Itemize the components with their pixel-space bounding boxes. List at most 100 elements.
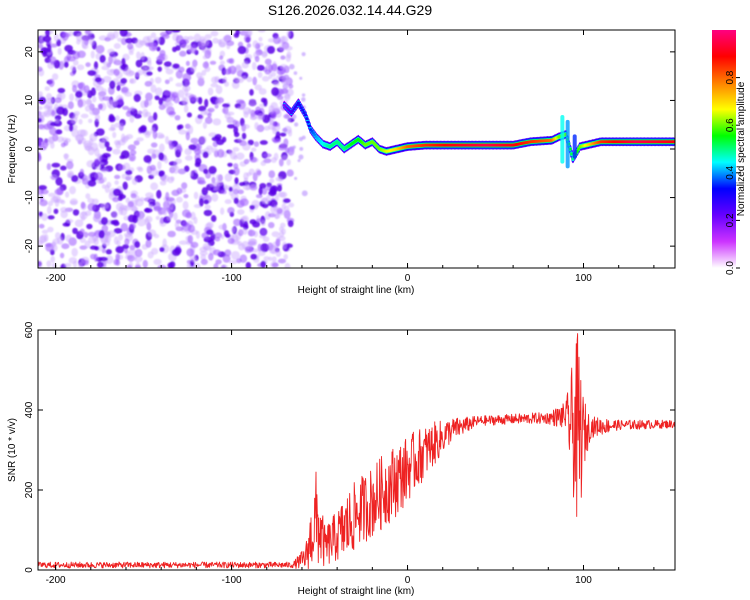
noise-blob: [263, 256, 270, 261]
noise-blob: [158, 134, 166, 139]
noise-blob: [81, 40, 88, 49]
noise-blob: [87, 197, 95, 204]
noise-blob: [190, 257, 198, 263]
noise-blob: [282, 241, 288, 250]
noise-blob: [142, 259, 148, 268]
noise-blob: [261, 50, 268, 59]
noise-blob: [53, 208, 59, 215]
noise-blob: [241, 75, 247, 81]
noise-blob: [106, 32, 116, 41]
noise-blob: [204, 204, 211, 210]
noise-blob: [59, 252, 65, 259]
noise-blob: [38, 111, 48, 117]
noise-blob: [148, 203, 153, 209]
noise-blob: [247, 108, 252, 114]
noise-blob: [224, 199, 232, 205]
noise-blob: [60, 165, 67, 171]
noise-blob: [176, 143, 182, 153]
noise-blob: [40, 234, 48, 243]
noise-blob: [157, 264, 167, 268]
noise-blob: [207, 87, 214, 96]
noise-blob: [226, 116, 234, 124]
noise-blob: [201, 69, 207, 76]
noise-blob: [98, 139, 107, 149]
noise-blob: [90, 142, 99, 152]
noise-blob: [271, 71, 277, 77]
noise-blob: [193, 216, 198, 225]
noise-blob: [177, 89, 185, 98]
noise-blob: [89, 133, 98, 142]
noise-blob: [222, 76, 228, 84]
noise-blob: [63, 61, 69, 68]
noise-blob: [102, 61, 110, 66]
noise-blob: [206, 221, 214, 229]
noise-blob: [38, 105, 43, 111]
noise-blob: [181, 96, 186, 105]
noise-blob: [71, 247, 78, 257]
noise-blob: [256, 218, 262, 223]
noise-blob: [114, 122, 121, 128]
noise-blob: [235, 64, 242, 71]
noise-blob: [113, 58, 121, 64]
noise-blob: [94, 77, 102, 83]
noise-blob: [95, 45, 105, 54]
noise-blob: [68, 31, 74, 37]
noise-blob: [57, 136, 64, 143]
noise-blob: [46, 260, 52, 267]
noise-blob: [264, 211, 271, 220]
noise-blob: [135, 39, 144, 48]
noise-blob: [200, 258, 208, 266]
noise-blob: [249, 99, 256, 107]
snr-x-tick-label: 100: [575, 575, 592, 586]
snr-y-axis: 0 200 400 600: [24, 321, 675, 573]
noise-blob: [249, 204, 256, 210]
noise-blob: [227, 207, 235, 214]
noise-blob: [239, 198, 249, 207]
noise-blob: [102, 96, 111, 101]
noise-blob: [156, 55, 165, 62]
noise-blob: [54, 97, 62, 104]
noise-blob: [134, 241, 141, 248]
noise-blob: [109, 80, 116, 90]
noise-blob: [96, 261, 104, 268]
noise-blob: [183, 104, 189, 113]
noise-blob: [259, 140, 268, 145]
noise-blob: [269, 186, 277, 195]
track-cell: [303, 113, 308, 117]
noise-blob: [121, 173, 128, 180]
noise-blob: [258, 88, 267, 95]
noise-blob: [147, 115, 155, 123]
noise-blob: [254, 55, 260, 63]
noise-blob: [70, 65, 77, 72]
noise-blob: [49, 43, 58, 48]
noise-blob: [148, 40, 154, 49]
noise-blob: [96, 128, 105, 136]
noise-blob: [199, 250, 208, 256]
noise-blob: [87, 70, 97, 76]
noise-blob: [268, 170, 276, 179]
noise-blob: [133, 140, 140, 146]
noise-blob: [178, 240, 188, 245]
noise-blob: [276, 95, 284, 100]
noise-blob: [172, 46, 177, 53]
noise-blob: [283, 198, 291, 203]
colorbar-tick-label: 0.4: [725, 165, 736, 179]
noise-blob: [119, 30, 128, 37]
snr-series-line: [38, 333, 675, 569]
noise-blob: [133, 93, 141, 103]
noise-blob: [210, 147, 219, 153]
noise-blob: [209, 182, 217, 188]
noise-blob: [120, 208, 128, 216]
noise-blob: [199, 197, 204, 207]
noise-blob: [99, 54, 106, 63]
noise-blob: [242, 142, 251, 151]
noise-blob: [146, 71, 153, 76]
noise-blob: [136, 51, 141, 60]
noise-blob: [237, 240, 243, 246]
track-cell: [569, 152, 574, 156]
spectrogram-y-tick-label: 20: [24, 46, 35, 58]
noise-blob: [134, 71, 140, 77]
noise-blob: [252, 40, 259, 49]
noise-blob: [258, 36, 263, 42]
